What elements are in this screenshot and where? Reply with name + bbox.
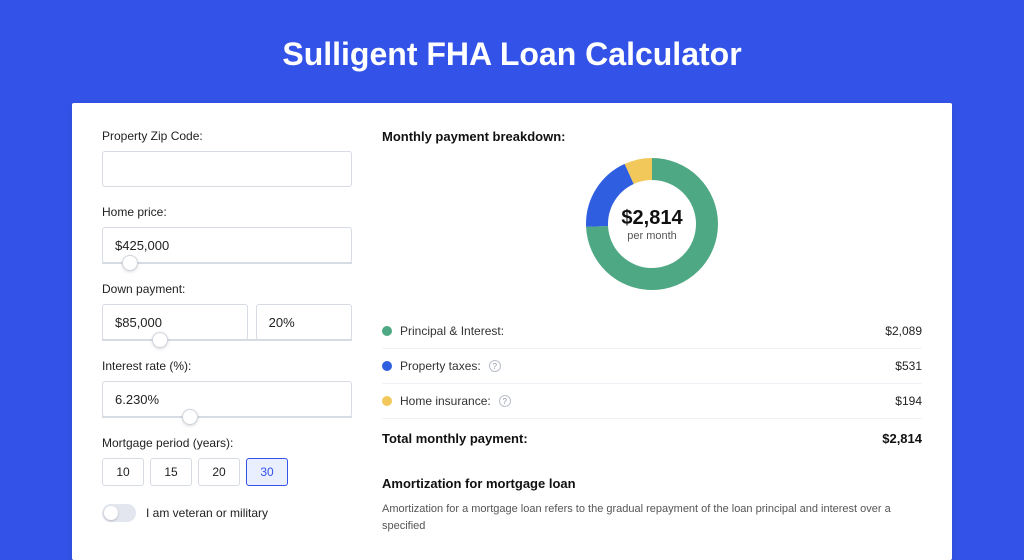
amortization-text: Amortization for a mortgage loan refers … [382,501,922,534]
total-label: Total monthly payment: [382,431,528,446]
legend-value: $194 [895,394,922,408]
legend-dot [382,326,392,336]
donut-chart: $2,814 per month [582,154,722,294]
legend-label: Principal & Interest: [400,324,504,338]
period-option-15[interactable]: 15 [150,458,192,486]
donut-amount: $2,814 [621,207,682,230]
veteran-label: I am veteran or military [146,506,268,520]
legend-row: Principal & Interest: $2,089 [382,314,922,349]
veteran-row: I am veteran or military [102,504,352,522]
total-value: $2,814 [882,431,922,446]
down-percent-input[interactable] [256,304,352,340]
breakdown-title: Monthly payment breakdown: [382,129,922,144]
down-label: Down payment: [102,282,352,296]
legend-row: Property taxes:? $531 [382,349,922,384]
donut-center: $2,814 per month [582,154,722,294]
rate-label: Interest rate (%): [102,359,352,373]
rate-field: Interest rate (%): [102,359,352,418]
legend-row: Home insurance:? $194 [382,384,922,419]
zip-input[interactable] [102,151,352,187]
period-options: 10152030 [102,458,352,486]
page-title: Sulligent FHA Loan Calculator [0,0,1024,103]
price-slider-thumb[interactable] [122,255,138,271]
amortization-section: Amortization for mortgage loan Amortizat… [382,476,922,534]
donut-sub: per month [627,230,677,242]
period-option-20[interactable]: 20 [198,458,240,486]
legend-list: Principal & Interest: $2,089 Property taxe… [382,314,922,419]
period-field: Mortgage period (years): 10152030 [102,436,352,486]
down-amount-input[interactable] [102,304,248,340]
legend-dot [382,361,392,371]
period-option-30[interactable]: 30 [246,458,288,486]
down-slider[interactable] [102,339,352,341]
rate-slider-thumb[interactable] [182,409,198,425]
donut-chart-wrap: $2,814 per month [382,154,922,294]
legend-label: Home insurance: [400,394,491,408]
rate-slider[interactable] [102,416,352,418]
period-option-10[interactable]: 10 [102,458,144,486]
zip-field: Property Zip Code: [102,129,352,187]
breakdown-panel: Monthly payment breakdown: $2,814 per mo… [382,129,922,534]
info-icon[interactable]: ? [489,360,501,372]
zip-label: Property Zip Code: [102,129,352,143]
legend-value: $531 [895,359,922,373]
down-field: Down payment: [102,282,352,341]
price-field: Home price: [102,205,352,264]
price-input[interactable] [102,227,352,263]
price-slider[interactable] [102,262,352,264]
info-icon[interactable]: ? [499,395,511,407]
period-label: Mortgage period (years): [102,436,352,450]
down-slider-thumb[interactable] [152,332,168,348]
form-panel: Property Zip Code: Home price: Down paym… [102,129,352,534]
legend-label: Property taxes: [400,359,481,373]
rate-input[interactable] [102,381,352,417]
legend-value: $2,089 [885,324,922,338]
price-label: Home price: [102,205,352,219]
amortization-title: Amortization for mortgage loan [382,476,922,491]
calculator-card: Property Zip Code: Home price: Down paym… [72,103,952,560]
veteran-toggle[interactable] [102,504,136,522]
total-row: Total monthly payment: $2,814 [382,419,922,458]
legend-dot [382,396,392,406]
